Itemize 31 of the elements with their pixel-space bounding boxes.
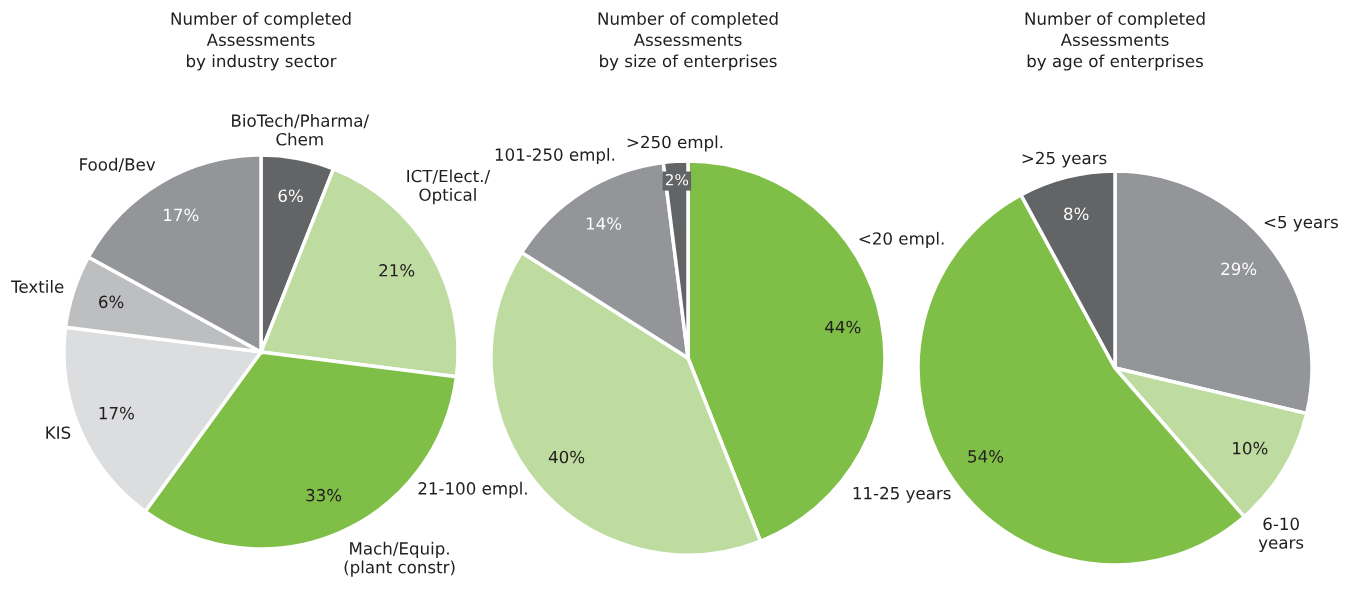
data-label: 54% bbox=[968, 450, 1004, 463]
slice-label: Mach/Equip. (plant constr) bbox=[344, 541, 455, 577]
data-label: 40% bbox=[548, 450, 585, 464]
slice-label: >25 years bbox=[1022, 151, 1107, 168]
slice-label: <20 empl. bbox=[859, 231, 944, 249]
slice-label: 101-250 empl. bbox=[495, 147, 615, 165]
chart-title: Number of completed Assessments by age of enterprises bbox=[1025, 12, 1205, 71]
slice-label: Textile bbox=[11, 280, 64, 293]
data-label: 17% bbox=[164, 208, 199, 222]
data-label: 14% bbox=[586, 217, 622, 230]
data-label: 21% bbox=[379, 264, 415, 277]
chart-title: Number of completed Assessments by industry sector bbox=[171, 12, 351, 71]
data-label: 44% bbox=[825, 320, 861, 334]
slice-label: 6-10 years bbox=[1258, 517, 1304, 553]
slice-label: BioTech/Pharma/ Chem bbox=[232, 114, 370, 146]
data-label: 8% bbox=[1064, 207, 1089, 221]
data-label: 2% bbox=[665, 173, 689, 186]
slice-label: ICT/Elect./ Optical bbox=[407, 169, 491, 205]
chart-title: Number of completed Assessments by size of enterprises bbox=[598, 12, 778, 71]
data-label: 6% bbox=[99, 295, 124, 309]
data-label: 10% bbox=[1233, 441, 1268, 455]
data-label: 33% bbox=[306, 488, 342, 502]
data-label: 29% bbox=[1221, 262, 1257, 276]
slice-label: Food/Bev bbox=[80, 157, 156, 173]
slice-label: <5 years bbox=[1264, 215, 1338, 232]
slice-label: 11-25 years bbox=[853, 486, 951, 503]
data-label: 17% bbox=[99, 406, 134, 420]
slice-label: >250 empl. bbox=[627, 135, 723, 152]
data-label: 6% bbox=[278, 189, 303, 203]
slice-label: KIS bbox=[46, 426, 71, 439]
slice-label: 21-100 empl. bbox=[418, 481, 527, 498]
